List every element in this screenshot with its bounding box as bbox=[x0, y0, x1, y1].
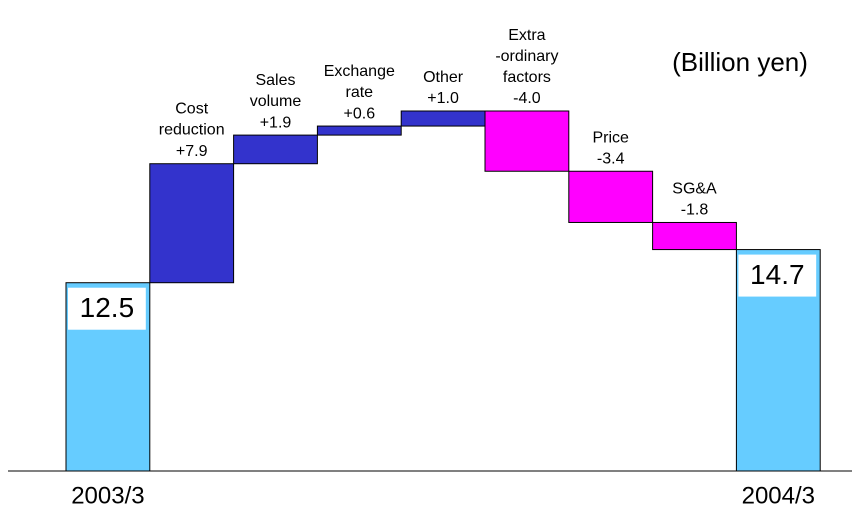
category-label: SG&A bbox=[672, 181, 717, 198]
value-label: -4.0 bbox=[513, 90, 541, 107]
value-label-box bbox=[68, 287, 146, 330]
category-label: Extra -ordinary factors bbox=[495, 27, 558, 86]
value-label: +7.9 bbox=[176, 143, 208, 160]
bar bbox=[484, 110, 570, 172]
bar bbox=[149, 163, 235, 284]
unit-annotation: (Billion yen) bbox=[672, 47, 808, 77]
category-label: Cost reduction bbox=[159, 101, 225, 139]
bar bbox=[652, 221, 737, 251]
value-label-box bbox=[738, 254, 817, 297]
category-label: Exchange rate bbox=[324, 63, 395, 101]
category-label: Sales volume bbox=[250, 72, 302, 110]
value-label: -3.4 bbox=[597, 150, 625, 167]
x-tick-label: 2003/3 bbox=[71, 482, 144, 509]
value-label: +0.6 bbox=[344, 105, 376, 122]
category-label: Other bbox=[423, 69, 464, 86]
bar bbox=[568, 170, 654, 223]
value-label: +1.9 bbox=[260, 114, 292, 131]
category-label: Price bbox=[592, 129, 629, 146]
value-label: 12.5 bbox=[80, 292, 135, 323]
x-tick-label: 2004/3 bbox=[742, 482, 815, 509]
value-label: 14.7 bbox=[750, 259, 805, 290]
value-label: -1.8 bbox=[681, 202, 709, 219]
bar bbox=[400, 110, 486, 127]
bar bbox=[316, 125, 402, 136]
value-label: +1.0 bbox=[427, 90, 459, 107]
bar bbox=[233, 134, 318, 165]
